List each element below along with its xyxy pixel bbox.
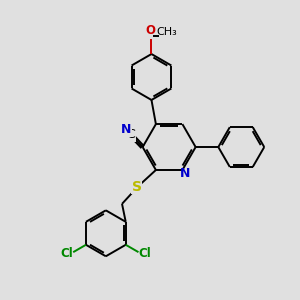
Text: Cl: Cl [139, 247, 151, 260]
Text: S: S [132, 180, 142, 194]
Text: O: O [145, 24, 155, 37]
Text: N: N [121, 123, 131, 136]
Text: N: N [180, 167, 190, 180]
Text: C: C [127, 128, 135, 141]
Text: CH₃: CH₃ [156, 27, 177, 37]
Text: Cl: Cl [60, 247, 73, 260]
